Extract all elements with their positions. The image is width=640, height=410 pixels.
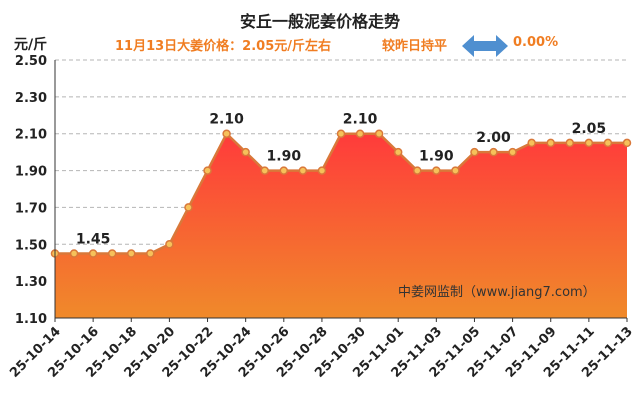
compare-text: 较昨日持平 <box>382 39 448 54</box>
double-arrow-icon <box>462 35 508 57</box>
data-point <box>222 129 231 138</box>
price-area <box>55 133 627 318</box>
data-point <box>69 249 79 258</box>
y-tick-label: 1.90 <box>15 165 47 180</box>
data-point <box>279 166 289 175</box>
price-summary: 11月13日大姜价格：2.05元/斤左右 较昨日持平 0.00% <box>0 35 640 57</box>
data-point <box>565 138 575 148</box>
data-point <box>432 166 441 175</box>
price-text: 11月13日大姜价格：2.05元/斤左右 <box>115 39 332 54</box>
data-point <box>603 138 613 148</box>
data-markers <box>50 129 632 258</box>
data-point <box>203 166 212 175</box>
data-point <box>451 166 460 175</box>
data-point <box>470 147 479 157</box>
data-point <box>374 129 384 138</box>
data-point <box>88 249 98 258</box>
data-point <box>260 166 269 175</box>
y-tick-label: 1.30 <box>15 275 47 290</box>
chart-title: 安丘一般泥姜价格走势 <box>239 12 400 31</box>
data-point <box>584 138 594 148</box>
data-point <box>508 147 517 157</box>
y-tick-label: 1.50 <box>15 238 47 253</box>
data-labels: 1.45 2.10 1.90 2.10 1.90 2.00 2.05 <box>76 112 606 248</box>
y-tick-label: 2.30 <box>15 91 47 106</box>
data-point <box>317 166 327 175</box>
y-axis-label: 元/斤 <box>14 37 48 53</box>
data-point <box>622 138 632 148</box>
data-point <box>165 240 174 249</box>
data-label: 2.10 <box>209 112 244 128</box>
data-point <box>393 147 403 157</box>
data-point <box>336 129 346 138</box>
y-tick-label: 1.10 <box>15 312 47 327</box>
y-tick-label: 2.50 <box>15 54 47 69</box>
data-label: 1.90 <box>267 149 302 165</box>
data-point <box>355 129 365 138</box>
y-tick-label: 1.70 <box>15 201 47 216</box>
data-point <box>241 147 250 157</box>
data-point <box>107 249 117 258</box>
data-label: 2.10 <box>343 112 378 128</box>
data-label: 2.00 <box>476 130 511 146</box>
data-point <box>146 249 155 258</box>
data-point <box>527 138 536 148</box>
change-percent: 0.00% <box>513 35 559 50</box>
data-point <box>546 138 555 148</box>
y-tick-label: 2.10 <box>15 128 47 143</box>
data-point <box>489 147 498 157</box>
watermark: 中姜网监制（www.jiang7.com） <box>398 285 596 300</box>
data-point <box>127 249 136 258</box>
data-label: 1.90 <box>419 149 454 165</box>
data-point <box>184 203 193 212</box>
data-point <box>413 166 422 175</box>
data-point <box>298 166 308 175</box>
data-label: 2.05 <box>572 121 607 137</box>
data-label: 1.45 <box>76 232 111 248</box>
